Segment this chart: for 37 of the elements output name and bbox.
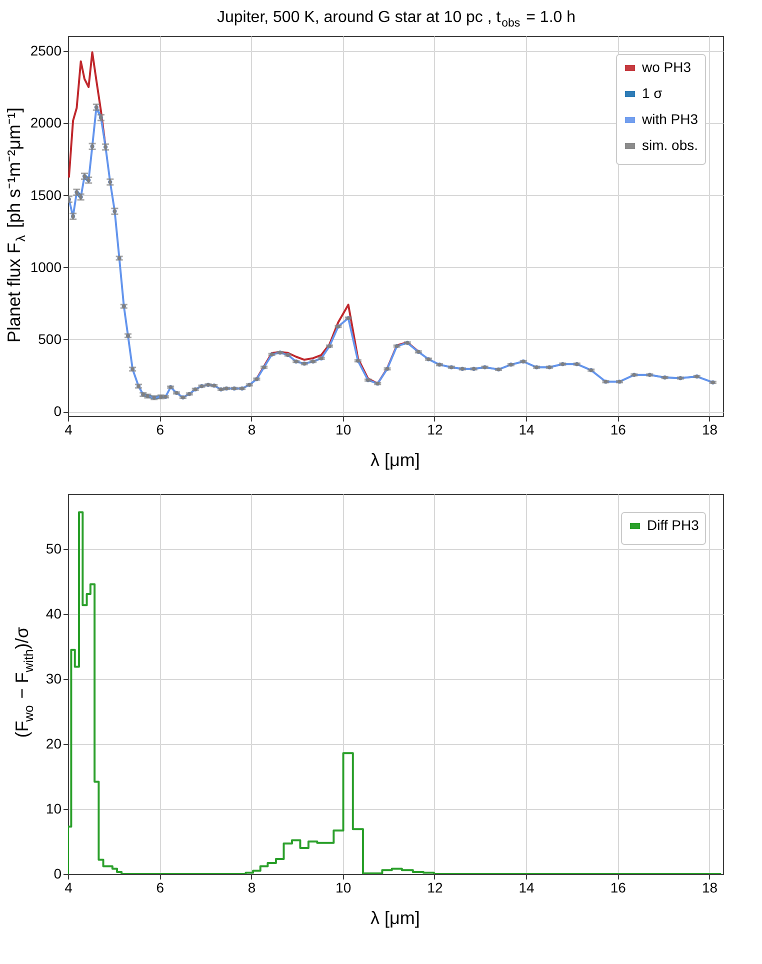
y-tick-label: 20: [46, 736, 62, 752]
legend-label: wo PH3: [641, 59, 692, 75]
legend-label: sim. obs.: [642, 137, 698, 153]
legend-label: 1 σ: [642, 85, 663, 101]
x-tick-label: 10: [336, 880, 352, 896]
x-tick-label: 16: [610, 880, 626, 896]
y-tick-label: 500: [38, 330, 62, 347]
x-tick-label: 14: [518, 880, 535, 896]
y-tick-label: 30: [46, 670, 62, 687]
x-tick-label: 4: [64, 422, 73, 438]
y-tick-label: 1500: [30, 186, 62, 203]
y-axis-title: Planet flux Fλ [ph s⁻¹m⁻²μm⁻¹]: [4, 107, 28, 343]
x-axis-title: λ [μm]: [370, 450, 420, 470]
y-tick-label: 10: [46, 800, 62, 817]
x-tick-label: 12: [427, 880, 443, 896]
x-tick-label: 6: [156, 422, 164, 438]
x-tick-label: 18: [702, 422, 718, 438]
x-tick-label: 12: [427, 422, 443, 438]
x-axis-title: λ [μm]: [370, 908, 420, 928]
x-tick-label: 14: [518, 422, 535, 438]
x-tick-label: 10: [336, 422, 352, 438]
y-tick-label: 2500: [30, 42, 62, 59]
y-axis-title: (Fwo − Fwith)/σ: [12, 627, 36, 738]
y-tick-label: 2000: [30, 114, 62, 131]
y-tick-label: 40: [46, 606, 62, 622]
x-tick-label: 4: [64, 880, 73, 896]
x-tick-label: 6: [156, 880, 164, 896]
x-tick-label: 8: [248, 422, 256, 438]
legend-label: Diff PH3: [647, 517, 700, 533]
y-tick-label: 0: [54, 403, 62, 420]
x-tick-label: 16: [610, 422, 626, 438]
x-tick-label: 8: [248, 880, 256, 896]
y-tick-label: 50: [46, 540, 62, 557]
x-tick-label: 18: [702, 880, 718, 896]
y-tick-label: 1000: [30, 258, 62, 275]
legend-label: with PH3: [641, 111, 698, 127]
y-tick-label: 0: [54, 866, 62, 882]
